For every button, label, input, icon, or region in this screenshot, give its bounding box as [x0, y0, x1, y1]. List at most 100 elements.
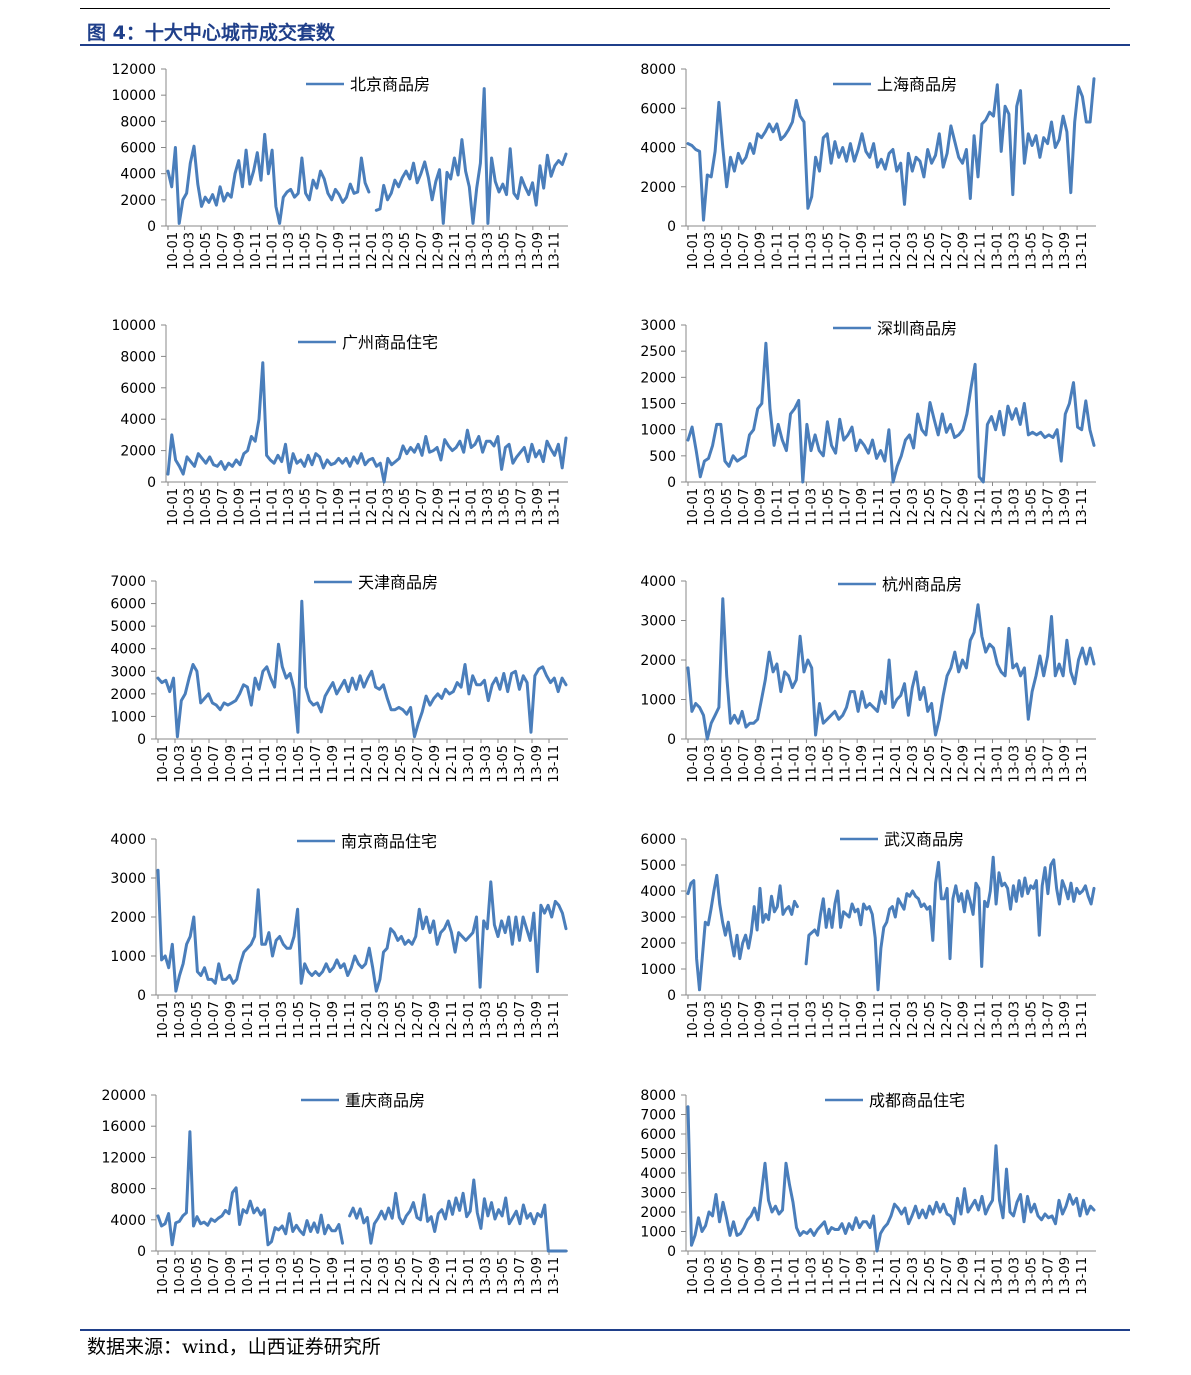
legend-label: 广州商品住宅 [342, 333, 438, 352]
x-tick-label: 10-03 [703, 745, 718, 783]
y-tick-label: 2500 [640, 344, 676, 360]
x-tick-label: 10-09 [754, 1001, 769, 1039]
x-tick-label: 12-01 [889, 1001, 904, 1039]
x-tick-label: 10-01 [686, 745, 701, 783]
x-tick-label: 10-05 [190, 1001, 205, 1039]
y-tick-label: 12000 [101, 1150, 146, 1166]
x-tick-label: 13-01 [465, 488, 480, 526]
y-tick-label: 4000 [640, 574, 676, 590]
x-tick-label: 12-05 [923, 1257, 938, 1295]
x-tick-label: 11-01 [788, 232, 803, 270]
y-tick-label: 5000 [640, 1147, 676, 1163]
x-tick-label: 12-01 [889, 1257, 904, 1295]
y-tick-label: 12000 [111, 62, 156, 78]
series-line [156, 599, 568, 739]
x-tick-label: 10-03 [183, 488, 198, 526]
series-line [166, 361, 568, 484]
y-tick-label: 4000 [110, 642, 146, 658]
y-tick-label: 8000 [110, 1182, 146, 1198]
x-tick-label: 11-11 [348, 232, 363, 270]
x-tick-label: 10-01 [166, 488, 181, 526]
x-tick-label: 11-01 [258, 1001, 273, 1039]
x-tick-label: 10-11 [771, 1257, 786, 1295]
x-tick-label: 11-11 [872, 488, 887, 526]
y-tick-label: 6000 [120, 381, 156, 397]
x-tick-label: 10-03 [173, 1001, 188, 1039]
y-tick-label: 8000 [120, 114, 156, 130]
x-tick-label: 11-07 [838, 232, 853, 270]
y-tick-label: 10000 [111, 318, 156, 334]
x-tick-label: 12-11 [974, 745, 989, 783]
x-tick-label: 10-11 [771, 1001, 786, 1039]
x-tick-label: 11-11 [872, 1257, 887, 1295]
x-tick-label: 13-03 [1007, 1257, 1022, 1295]
series-line [686, 341, 1096, 484]
y-tick-label: 0 [137, 732, 146, 748]
x-tick-label: 13-01 [991, 232, 1006, 270]
x-tick-label: 12-09 [957, 1257, 972, 1295]
x-tick-label: 11-03 [804, 488, 819, 526]
x-tick-label: 12-03 [906, 232, 921, 270]
x-tick-label: 10-05 [720, 488, 735, 526]
x-tick-label: 10-03 [173, 745, 188, 783]
x-tick-label: 13-05 [496, 1257, 511, 1295]
y-tick-label: 16000 [101, 1119, 146, 1135]
x-tick-label: 13-05 [1024, 232, 1039, 270]
x-tick-label: 11-11 [343, 745, 358, 783]
x-tick-label: 12-09 [428, 1257, 443, 1295]
x-tick-label: 10-01 [686, 232, 701, 270]
x-tick-label: 10-01 [686, 1001, 701, 1039]
x-tick-label: 13-09 [531, 488, 546, 526]
y-tick-label: 1500 [640, 397, 676, 413]
series-line [686, 77, 1096, 222]
y-tick-label: 0 [147, 219, 156, 235]
x-tick-label: 11-05 [299, 232, 314, 270]
x-tick-label: 13-07 [514, 488, 529, 526]
y-tick-label: 2000 [110, 687, 146, 703]
x-tick-label: 12-09 [431, 488, 446, 526]
x-tick-label: 12-05 [398, 488, 413, 526]
x-tick-label: 13-01 [462, 1257, 477, 1295]
x-tick-label: 12-01 [365, 232, 380, 270]
x-tick-label: 11-01 [788, 1257, 803, 1295]
y-tick-label: 5000 [640, 858, 676, 874]
x-tick-label: 10-09 [754, 1257, 769, 1295]
y-tick-label: 7000 [640, 1108, 676, 1124]
x-tick-label: 11-07 [309, 1001, 324, 1039]
x-tick-label: 11-09 [855, 232, 870, 270]
y-tick-label: 3000 [640, 614, 676, 630]
x-tick-label: 11-09 [855, 1001, 870, 1039]
x-tick-label: 13-05 [1024, 1257, 1039, 1295]
x-tick-label: 11-03 [275, 745, 290, 783]
x-tick-label: 11-11 [872, 232, 887, 270]
x-tick-label: 10-03 [703, 232, 718, 270]
x-tick-label: 11-03 [804, 1257, 819, 1295]
x-tick-label: 11-03 [282, 232, 297, 270]
x-tick-label: 11-03 [804, 232, 819, 270]
x-tick-label: 12-09 [428, 745, 443, 783]
x-tick-label: 12-05 [923, 232, 938, 270]
x-tick-label: 13-09 [531, 232, 546, 270]
x-tick-label: 12-07 [940, 1001, 955, 1039]
x-tick-label: 13-05 [498, 232, 513, 270]
x-tick-label: 11-05 [821, 232, 836, 270]
x-tick-label: 10-01 [686, 488, 701, 526]
y-tick-label: 8000 [640, 1088, 676, 1104]
x-tick-label: 13-01 [465, 232, 480, 270]
x-tick-label: 11-03 [282, 488, 297, 526]
x-tick-label: 10-01 [166, 232, 181, 270]
x-tick-label: 10-07 [737, 488, 752, 526]
x-tick-label: 12-01 [365, 488, 380, 526]
x-tick-label: 13-03 [1007, 488, 1022, 526]
x-tick-label: 10-01 [156, 1001, 171, 1039]
x-tick-label: 11-09 [326, 1001, 341, 1039]
x-tick-label: 10-09 [224, 1257, 239, 1295]
x-tick-label: 10-05 [199, 488, 214, 526]
x-tick-label: 10-07 [207, 745, 222, 783]
y-tick-label: 6000 [640, 101, 676, 117]
y-tick-label: 1000 [640, 1225, 676, 1241]
x-tick-label: 12-09 [431, 232, 446, 270]
